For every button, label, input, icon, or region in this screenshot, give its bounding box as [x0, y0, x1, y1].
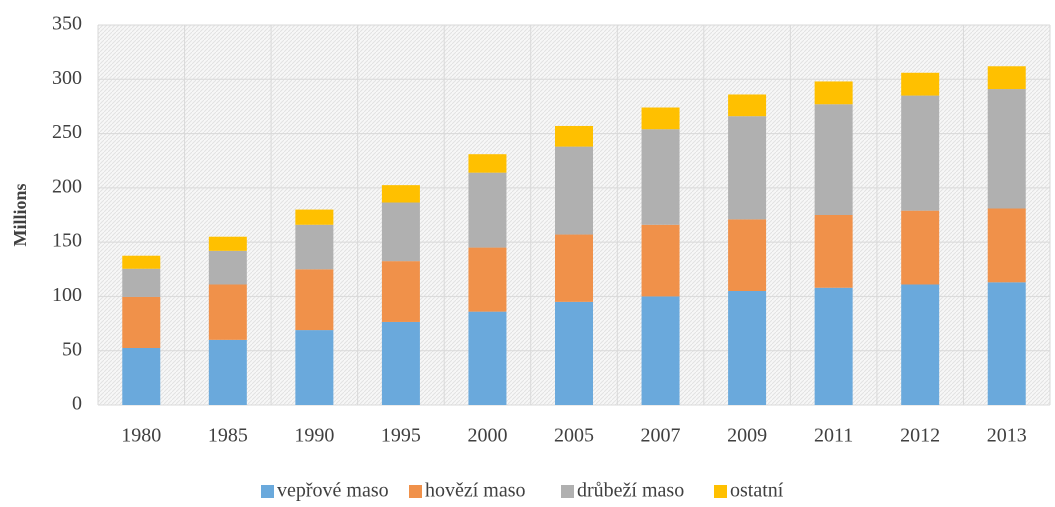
bar-segment: [295, 224, 334, 270]
y-axis-label: Millions: [10, 183, 30, 246]
bar-segment: [728, 219, 767, 291]
x-tick-label: 2000: [467, 425, 507, 447]
x-tick-label: 2007: [641, 425, 681, 447]
bar-segment: [381, 321, 420, 405]
y-tick-label: 0: [72, 393, 82, 415]
legend-label: vepřové maso: [277, 480, 389, 502]
y-tick-label: 200: [52, 175, 82, 197]
bar-segment: [987, 89, 1026, 209]
bar-segment: [814, 104, 853, 215]
bar-segment: [814, 287, 853, 405]
bar-segment: [295, 269, 334, 331]
x-tick-label: 2011: [814, 425, 853, 447]
bar-segment: [641, 296, 680, 405]
bar-segment: [728, 116, 767, 220]
bar-segment: [987, 66, 1026, 90]
bar-segment: [468, 247, 507, 312]
bar-segment: [381, 185, 420, 203]
bar-segment: [208, 339, 247, 405]
bar-segment: [555, 125, 593, 147]
bar-segment: [122, 268, 161, 297]
y-tick-label: 100: [52, 284, 82, 306]
x-tick-label: 1995: [381, 425, 421, 447]
bar-segment: [468, 154, 507, 173]
bar-segment: [122, 348, 161, 405]
bar-segment: [987, 208, 1026, 283]
bar-segment: [901, 95, 940, 211]
x-tick-label: 2005: [554, 425, 594, 447]
legend-swatch: [261, 485, 274, 498]
x-tick-label: 1990: [294, 425, 334, 447]
legend-swatch: [714, 485, 727, 498]
y-tick-label: 150: [52, 230, 82, 252]
x-tick-label: 2009: [727, 425, 767, 447]
bar-segment: [641, 129, 680, 225]
bar-segment: [381, 202, 420, 262]
legend-swatch: [409, 485, 422, 498]
bar-segment: [468, 311, 507, 405]
bar-segment: [641, 224, 680, 297]
bar-segment: [122, 296, 161, 348]
bar-segment: [555, 146, 593, 235]
legend-swatch: [561, 485, 574, 498]
x-tick-label: 1985: [208, 425, 248, 447]
bar-segment: [901, 72, 940, 96]
bar-segment: [728, 94, 767, 117]
y-tick-label: 300: [52, 67, 82, 89]
bar-segment: [208, 284, 247, 340]
bar-segment: [468, 172, 507, 248]
bar-segment: [295, 330, 334, 405]
bar-segment: [728, 291, 767, 405]
legend-label: ostatní: [730, 480, 784, 502]
x-tick-label: 2012: [900, 425, 940, 447]
bar-segment: [987, 282, 1026, 405]
bar-segment: [901, 210, 940, 285]
y-tick-label: 50: [62, 338, 82, 360]
bar-segment: [814, 81, 853, 105]
bar-segment: [295, 209, 334, 225]
bar-segment: [555, 234, 593, 302]
bar-segment: [814, 215, 853, 288]
y-tick-label: 350: [52, 13, 82, 35]
bar-segment: [122, 255, 161, 269]
bar-segment: [641, 107, 680, 130]
bar-segment: [208, 236, 247, 251]
bar-segment: [555, 301, 593, 405]
bar-segment: [381, 261, 420, 322]
x-tick-label: 1980: [121, 425, 161, 447]
bar-segment: [208, 250, 247, 285]
y-tick-label: 250: [52, 121, 82, 143]
legend-label: hovězí maso: [425, 480, 526, 502]
x-tick-label: 2013: [987, 425, 1027, 447]
legend-label: drůbeží maso: [577, 480, 684, 502]
bar-segment: [901, 284, 940, 405]
